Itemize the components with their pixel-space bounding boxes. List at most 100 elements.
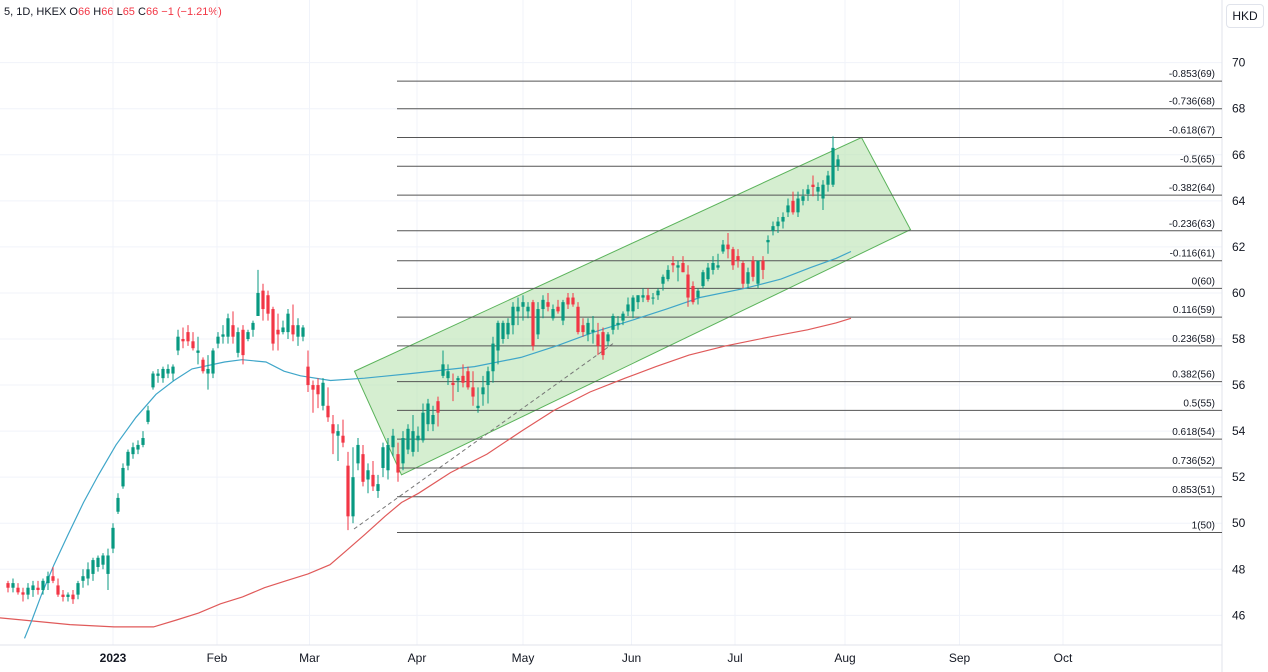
candle bbox=[211, 348, 215, 379]
candle-body bbox=[831, 147, 835, 185]
candle bbox=[16, 583, 20, 595]
candle bbox=[431, 405, 435, 432]
candle bbox=[716, 253, 720, 270]
candle bbox=[126, 449, 130, 471]
candle-body bbox=[776, 221, 780, 227]
candle-body bbox=[76, 583, 80, 595]
candle-body bbox=[41, 580, 45, 591]
candle bbox=[531, 299, 535, 351]
candle-body bbox=[601, 332, 605, 356]
candle-body bbox=[186, 332, 190, 342]
candle-body bbox=[281, 327, 285, 333]
low-value: 65 bbox=[122, 6, 135, 18]
candle bbox=[726, 233, 730, 259]
candle bbox=[56, 578, 60, 597]
candle bbox=[341, 419, 345, 448]
candle-body bbox=[656, 290, 660, 296]
candle bbox=[826, 170, 830, 192]
price-axis[interactable]: 46 48 50 52 54 56 58 60 62 64 66 68 70 bbox=[1232, 56, 1246, 623]
candle bbox=[751, 256, 755, 282]
candle-body bbox=[411, 431, 415, 452]
candle bbox=[811, 175, 815, 197]
candle bbox=[796, 191, 800, 217]
candle bbox=[381, 442, 385, 478]
candle-body bbox=[786, 205, 790, 213]
candle-body bbox=[386, 444, 390, 471]
candle-body bbox=[766, 239, 770, 243]
candle bbox=[146, 405, 150, 425]
candle bbox=[91, 557, 95, 581]
candle bbox=[736, 249, 740, 268]
candle-body bbox=[611, 315, 615, 330]
candle-body bbox=[416, 435, 420, 441]
candle-body bbox=[306, 366, 310, 386]
candle bbox=[591, 315, 595, 344]
candle-body bbox=[136, 444, 140, 450]
candle-body bbox=[61, 594, 65, 597]
candle bbox=[406, 424, 410, 455]
candle bbox=[771, 221, 775, 236]
candle-body bbox=[301, 327, 305, 337]
candle-body bbox=[646, 295, 650, 300]
candle-body bbox=[86, 569, 90, 579]
parallel-channel[interactable] bbox=[353, 136, 912, 530]
fib-level-label: 0.618(54) bbox=[1172, 427, 1215, 438]
candle-body bbox=[436, 401, 440, 413]
candle-body bbox=[421, 412, 425, 441]
candle-body bbox=[196, 350, 200, 353]
candle-body bbox=[36, 587, 40, 591]
candle-body bbox=[206, 368, 210, 374]
candle-body bbox=[556, 306, 560, 312]
candle-body bbox=[191, 341, 195, 349]
candle-body bbox=[491, 343, 495, 372]
currency-button[interactable]: HKD bbox=[1226, 4, 1264, 28]
candle-body bbox=[336, 431, 340, 436]
candle bbox=[256, 269, 260, 316]
fib-retracement[interactable]: -0.853(69) -0.736(68) -0.618(67) -0.5(65) -0… bbox=[397, 69, 1222, 533]
candle-body bbox=[291, 325, 295, 335]
candle bbox=[471, 371, 475, 406]
candle-body bbox=[716, 265, 720, 268]
candle-body bbox=[471, 387, 475, 397]
candle-body bbox=[176, 336, 180, 351]
candle bbox=[286, 309, 290, 339]
candle bbox=[226, 313, 230, 344]
fib-level-label: -0.618(67) bbox=[1169, 125, 1215, 136]
candle-body bbox=[606, 334, 610, 342]
candle bbox=[711, 256, 715, 275]
candle-body bbox=[681, 263, 685, 273]
candle bbox=[276, 313, 280, 351]
candle bbox=[781, 212, 785, 229]
candle bbox=[636, 295, 640, 310]
fib-level-label: 0.236(58) bbox=[1172, 334, 1215, 345]
candle-body bbox=[691, 286, 695, 303]
candle bbox=[216, 332, 220, 349]
candle bbox=[231, 311, 235, 344]
candle bbox=[746, 267, 750, 289]
candle bbox=[131, 442, 135, 459]
candle bbox=[671, 256, 675, 273]
candle bbox=[701, 269, 705, 289]
candle-body bbox=[486, 371, 490, 386]
candle-body bbox=[631, 297, 635, 312]
candle-body bbox=[481, 387, 485, 395]
candle-body bbox=[276, 329, 280, 335]
candle bbox=[61, 590, 65, 602]
candle-body bbox=[661, 276, 665, 284]
change-value: −1 (−1.21%) bbox=[161, 6, 222, 18]
time-axis[interactable]: ec2023FebMarAprMayJunJulAugSepOct bbox=[0, 651, 1073, 665]
y-tick-label: 58 bbox=[1232, 332, 1246, 346]
candle bbox=[696, 288, 700, 305]
candle bbox=[261, 283, 265, 321]
candle bbox=[41, 578, 45, 595]
candle bbox=[371, 461, 375, 491]
candle bbox=[761, 256, 765, 280]
candle bbox=[546, 292, 550, 312]
candle-body bbox=[446, 371, 450, 379]
candle-body bbox=[636, 295, 640, 303]
candle bbox=[536, 302, 540, 339]
candle bbox=[606, 332, 610, 346]
candle bbox=[651, 292, 655, 305]
fib-level-label: -0.736(68) bbox=[1169, 97, 1215, 108]
